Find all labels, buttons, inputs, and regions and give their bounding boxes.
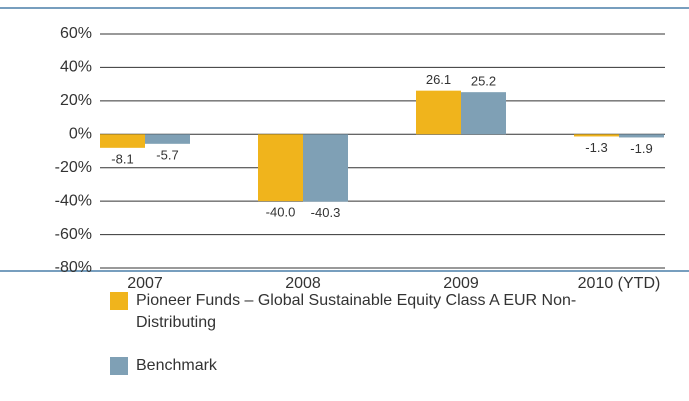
x-tick-label: 2009 — [443, 275, 479, 292]
legend-item: Benchmark — [110, 355, 606, 377]
bar — [461, 92, 506, 135]
y-tick-label: 60% — [60, 25, 92, 42]
data-label: -1.9 — [630, 141, 652, 156]
legend-item: Pioneer Funds – Global Sustainable Equit… — [110, 290, 606, 334]
bar — [574, 134, 619, 137]
bar — [258, 134, 303, 202]
y-tick-label: 40% — [60, 59, 92, 76]
legend-label: Pioneer Funds – Global Sustainable Equit… — [136, 292, 577, 331]
y-tick-label: -40% — [55, 192, 92, 209]
x-tick-label: 2008 — [285, 275, 321, 292]
data-label: -1.3 — [585, 140, 607, 155]
bar — [619, 134, 664, 138]
y-tick-label: 20% — [60, 92, 92, 109]
y-tick-label: -60% — [55, 226, 92, 243]
bar — [303, 134, 348, 202]
y-tick-label: -20% — [55, 159, 92, 176]
y-tick-label: 0% — [69, 126, 92, 143]
data-label: -5.7 — [156, 147, 178, 162]
data-label: -8.1 — [111, 151, 133, 166]
legend-swatch — [110, 357, 128, 375]
y-tick-label: -80% — [55, 259, 92, 276]
bar — [145, 134, 190, 144]
x-tick-label: 2007 — [127, 275, 163, 292]
data-label: 25.2 — [471, 74, 496, 89]
bar — [416, 90, 461, 135]
legend-label: Benchmark — [136, 357, 217, 374]
bar — [100, 134, 145, 148]
data-label: 26.1 — [426, 72, 451, 87]
x-tick-label: 2010 (YTD) — [578, 275, 661, 292]
data-label: -40.3 — [311, 205, 341, 220]
legend-swatch — [110, 292, 128, 310]
data-label: -40.0 — [266, 205, 296, 220]
